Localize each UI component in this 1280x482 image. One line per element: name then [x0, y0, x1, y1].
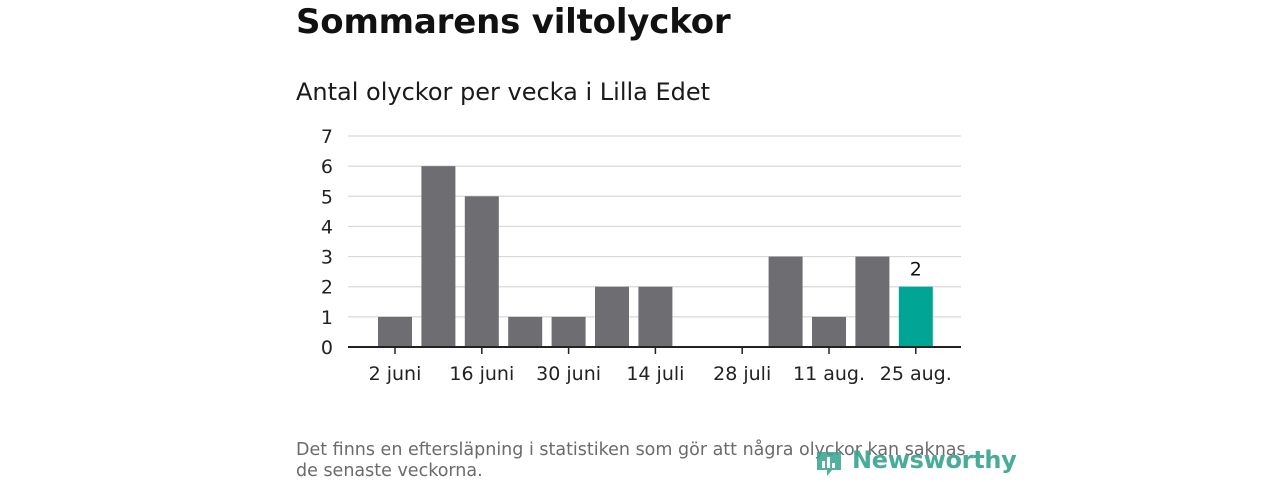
y-tick-label: 7	[321, 126, 333, 148]
footnote: Det finns en eftersläpning i statistiken…	[296, 440, 966, 481]
bar	[768, 256, 803, 347]
bar	[855, 256, 890, 347]
bar	[551, 316, 586, 347]
y-tick-label: 5	[321, 186, 333, 208]
y-tick-label: 0	[321, 337, 333, 359]
x-tick-label: 14 juli	[626, 363, 684, 385]
bar	[638, 286, 673, 347]
newsworthy-logo: Newsworthy	[814, 446, 1017, 480]
bars	[378, 166, 933, 347]
x-tick-label: 2 juni	[369, 363, 422, 385]
chart-title: Sommarens viltolyckor	[296, 2, 731, 42]
bar	[812, 316, 846, 347]
x-tick-label: 30 juni	[536, 363, 601, 385]
y-tick-label: 2	[321, 277, 333, 299]
bar	[898, 286, 933, 347]
bar-chart: 0 1 2 3 4 5 6 7 2 juni 16 juni 30 juni 14 juli 28 j…	[321, 126, 961, 385]
y-tick-label: 3	[321, 247, 333, 269]
y-tick-label: 1	[321, 307, 333, 329]
bar	[421, 166, 456, 347]
bar	[595, 286, 629, 347]
x-axis-ticks: 2 juni 16 juni 30 juni 14 juli 28 juli 11 aug…	[369, 347, 952, 385]
x-tick-label: 11 aug.	[793, 363, 865, 385]
y-tick-label: 6	[321, 156, 333, 178]
bar	[464, 196, 499, 347]
bar	[508, 316, 543, 347]
x-tick-label: 25 aug.	[880, 363, 952, 385]
y-tick-label: 4	[321, 216, 333, 238]
data-label: 2	[910, 259, 922, 281]
newsworthy-logo-text: Newsworthy	[852, 446, 1017, 474]
bar	[378, 316, 412, 347]
chart-subtitle: Antal olyckor per vecka i Lilla Edet	[296, 78, 711, 106]
data-labels: 2	[910, 259, 922, 281]
x-tick-label: 16 juni	[449, 363, 514, 385]
x-tick-label: 28 juli	[713, 363, 771, 385]
newsworthy-logo-icon	[817, 452, 841, 476]
y-axis-ticks: 0 1 2 3 4 5 6 7	[321, 126, 333, 359]
